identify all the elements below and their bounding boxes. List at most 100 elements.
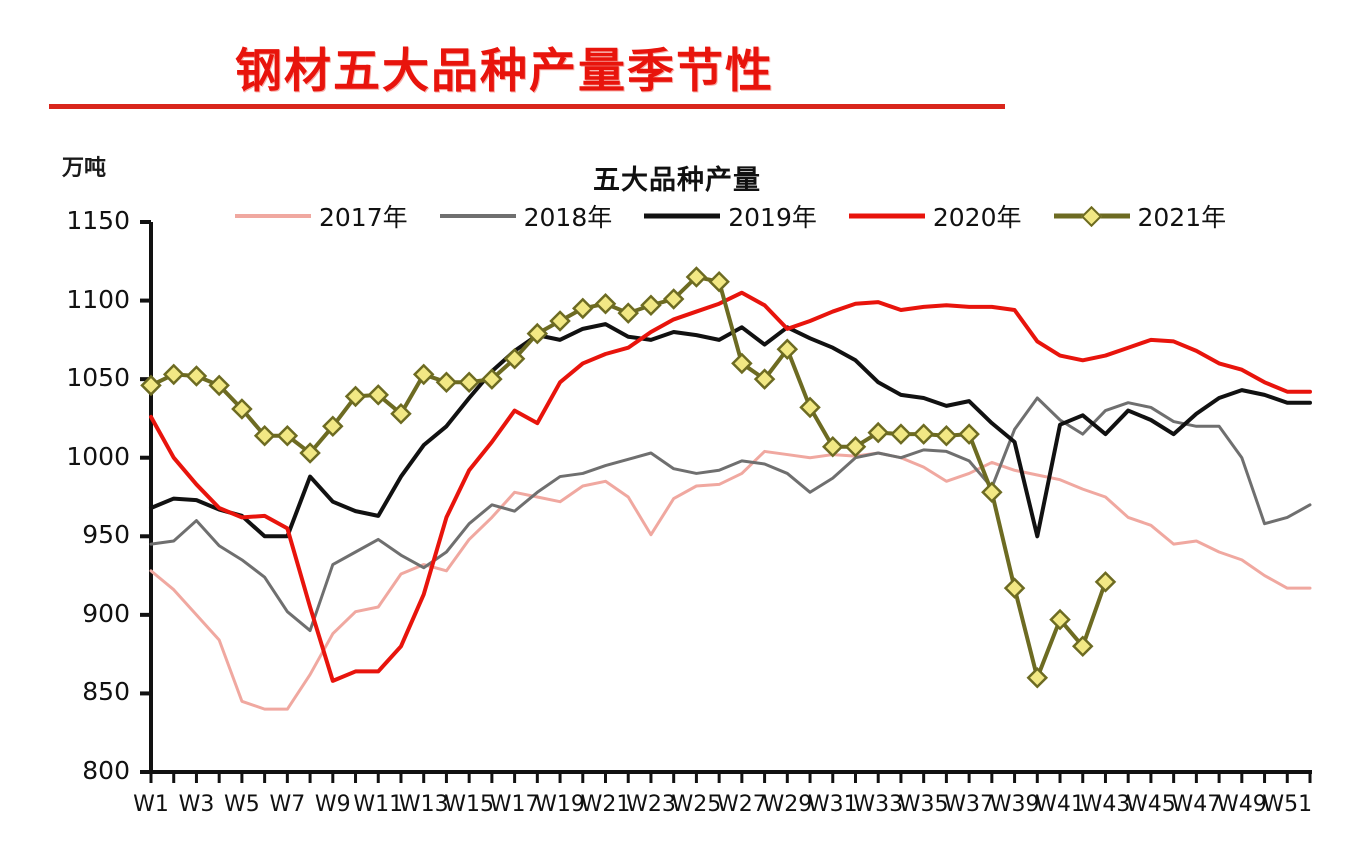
title-underline-cap	[45, 82, 49, 109]
x-axis-tick-label: W15	[444, 792, 495, 817]
series-marker-2021年	[844, 435, 867, 458]
chart-legend: 2017年 2018年 2019年 2020年 2021年	[235, 200, 1335, 232]
series-marker-2021年	[935, 424, 958, 447]
x-axis-tick-label: W47	[1171, 792, 1222, 817]
legend-label: 2017年	[319, 203, 408, 232]
x-axis-tick-label: W25	[671, 792, 722, 817]
series-marker-2021年	[662, 288, 685, 310]
series-marker-2021年	[867, 421, 889, 444]
legend-swatch-icon	[644, 207, 721, 225]
x-axis-tick-label: W51	[1262, 792, 1313, 817]
series-marker-2021年	[344, 385, 367, 408]
series-marker-2021年	[776, 338, 799, 361]
series-line-2020年	[149, 290, 1312, 683]
series-marker-2021年	[981, 481, 1003, 504]
y-axis-tick-label: 1050	[66, 363, 130, 393]
x-axis-tick-label: W3	[178, 792, 215, 817]
legend-line-icon	[235, 214, 311, 218]
series-marker-2021年	[617, 302, 640, 324]
legend-label: 2021年	[1137, 203, 1227, 232]
series-marker-2021年	[640, 294, 662, 317]
legend-item-2020年[interactable]: 2020年	[848, 198, 1022, 234]
chart-title: 五大品种产量	[593, 165, 761, 196]
title-banner: 钢材五大品种产量季节性	[45, 12, 1005, 112]
series-marker-2021年	[412, 363, 435, 386]
x-axis-tick-label: W37	[944, 792, 994, 817]
x-axis-tick-label: W35	[898, 792, 949, 817]
legend-line-icon	[848, 213, 925, 219]
series-marker-2021年	[821, 435, 844, 458]
series-marker-2021年	[958, 423, 980, 445]
series-marker-2021年	[276, 424, 299, 447]
series-marker-2021年	[503, 347, 526, 370]
series-marker-2021年	[708, 270, 730, 293]
y-axis-tick-label: 950	[82, 520, 130, 550]
series-marker-2021年	[208, 374, 230, 397]
legend-label: 2020年	[932, 203, 1022, 232]
x-axis-tick-label: W41	[1035, 792, 1085, 817]
series-marker-2021年	[367, 384, 390, 406]
legend-swatch-icon	[848, 207, 925, 225]
series-marker-2021年	[912, 423, 935, 445]
series-marker-2021年	[526, 322, 549, 345]
legend-label: 2018年	[523, 203, 613, 232]
y-axis-tick-label: 900	[82, 598, 130, 628]
y-axis-tick-label: 1000	[66, 441, 130, 471]
legend-line-icon	[439, 214, 516, 218]
series-marker-2021年	[299, 442, 321, 464]
x-axis-tick-label: W21	[580, 792, 631, 817]
series-marker-2021年	[1003, 577, 1026, 599]
series-marker-2021年	[390, 402, 412, 425]
series-marker-2021年	[1026, 666, 1049, 689]
x-axis-tick-label: W9	[314, 792, 351, 817]
series-line-2019年	[149, 322, 1312, 539]
series-marker-2021年	[1094, 571, 1117, 593]
x-axis-tick-label: W39	[989, 792, 1040, 817]
title-underline	[45, 104, 1005, 109]
series-marker-2021年	[731, 352, 753, 375]
legend-line-icon	[644, 213, 721, 219]
legend-item-2017年[interactable]: 2017年	[235, 198, 408, 234]
series-marker-2021年	[185, 365, 208, 387]
x-axis-tick-label: W11	[353, 792, 404, 817]
legend-swatch-icon	[439, 207, 516, 225]
series-marker-2021年	[594, 292, 617, 315]
x-axis-tick-label: W29	[762, 792, 813, 817]
series-marker-2021年	[435, 371, 458, 394]
y-axis-unit-label: 万吨	[62, 156, 107, 181]
x-axis-tick-label: W19	[535, 792, 585, 817]
series-marker-2021年	[1071, 635, 1094, 658]
y-axis-tick-label: 1150	[66, 206, 130, 235]
series-marker-2021年	[322, 415, 344, 438]
y-axis-tick-label: 800	[82, 756, 130, 785]
legend-label: 2019年	[728, 203, 817, 232]
series-marker-2021年	[231, 398, 253, 420]
series-line-2018年	[149, 396, 1312, 633]
series-marker-2021年	[890, 423, 912, 445]
x-axis-tick-label: W43	[1080, 792, 1131, 817]
x-axis-tick-label: W13	[398, 792, 449, 817]
x-axis-tick-label: W23	[626, 792, 676, 817]
x-axis-tick-label: W33	[853, 792, 904, 817]
series-marker-2021年	[753, 368, 776, 390]
legend-item-2021年[interactable]: 2021年	[1053, 198, 1227, 234]
y-axis-tick-label: 850	[82, 677, 130, 707]
series-line-2017年	[149, 449, 1312, 711]
legend-item-2018年[interactable]: 2018年	[439, 198, 613, 234]
series-marker-2021年	[549, 310, 571, 332]
series-marker-2021年	[140, 374, 162, 397]
x-axis-tick-label: W17	[489, 792, 540, 817]
page-title: 钢材五大品种产量季节性	[235, 44, 774, 99]
x-axis-tick-label: W31	[807, 792, 858, 817]
x-axis-tick-label: W49	[1216, 792, 1267, 817]
x-axis-tick-label: W1	[133, 792, 169, 817]
legend-swatch-icon	[235, 207, 311, 225]
series-marker-2021年	[1049, 608, 1071, 631]
series-marker-2021年	[685, 266, 708, 288]
series-marker-2021年	[799, 396, 821, 419]
series-marker-2021年	[162, 363, 185, 386]
legend-item-2019年[interactable]: 2019年	[644, 198, 817, 234]
legend-swatch-icon	[1053, 205, 1130, 227]
